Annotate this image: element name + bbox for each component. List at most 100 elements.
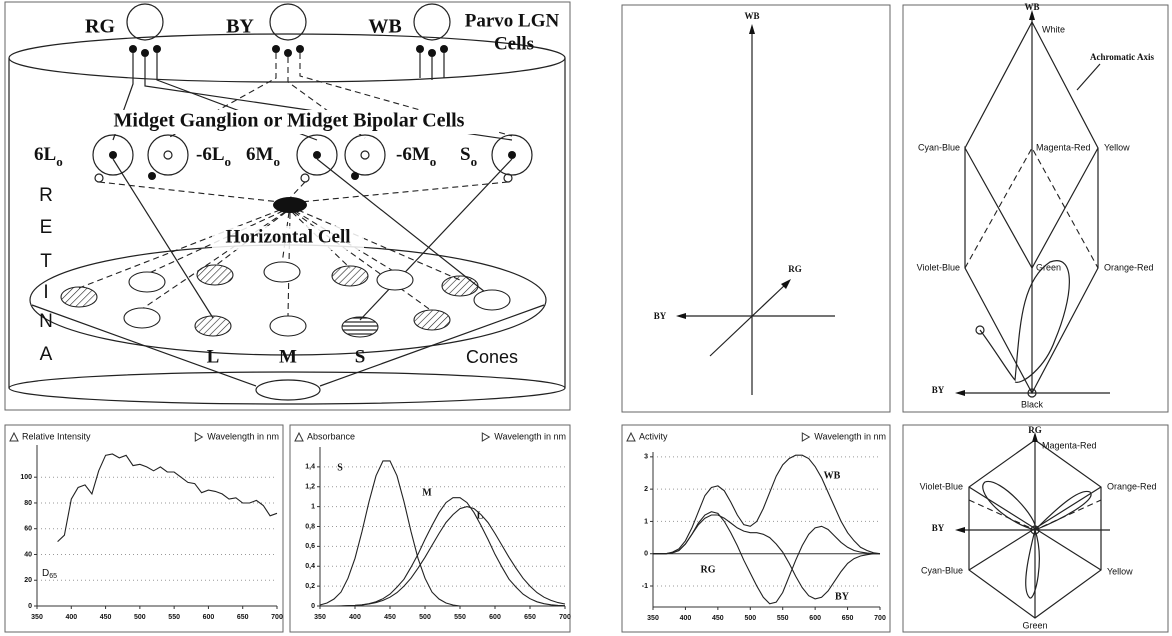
side-letter: I bbox=[43, 282, 48, 303]
axis-label: BY bbox=[654, 311, 667, 321]
shape-ellipse bbox=[474, 290, 510, 310]
vertex-label: Yellow bbox=[1104, 142, 1130, 152]
shape-g bbox=[61, 262, 510, 337]
x-tick-label: 450 bbox=[384, 614, 396, 621]
cell-label-main: 6M bbox=[246, 144, 274, 165]
x-tick-label: 500 bbox=[744, 615, 756, 622]
retina-labels: RG BY WB Parvo LGN Cells Midget Ganglion… bbox=[34, 10, 560, 367]
color-space-axes: WB RG BY bbox=[654, 11, 835, 395]
y-axis-title: Activity bbox=[639, 431, 668, 441]
shape-circle bbox=[164, 151, 172, 159]
y-tick-label: 1,2 bbox=[305, 484, 315, 491]
shape-g bbox=[129, 45, 448, 57]
shape-circle bbox=[361, 151, 369, 159]
x-tick-label: 500 bbox=[419, 614, 431, 621]
series-label: L bbox=[477, 510, 484, 521]
shape-circle bbox=[109, 151, 117, 159]
shape-circle bbox=[129, 45, 137, 53]
shape-ellipse bbox=[414, 310, 450, 330]
x-tick-label: 400 bbox=[680, 615, 692, 622]
header-icon bbox=[10, 433, 18, 441]
axis-label: WB bbox=[744, 11, 759, 21]
shape-circle bbox=[301, 174, 309, 182]
x-axis-title: Wavelength in nm bbox=[494, 431, 566, 441]
x-tick-label: 600 bbox=[203, 614, 215, 621]
series-label: WB bbox=[824, 470, 841, 481]
midget-title: Midget Ganglion or Midget Bipolar Cells bbox=[114, 110, 465, 132]
vertex-label: Cyan-Blue bbox=[921, 565, 963, 575]
shape-ellipse bbox=[332, 266, 368, 286]
y-tick-label: 1,4 bbox=[305, 464, 315, 471]
panel-frame bbox=[622, 5, 890, 412]
x-tick-label: 350 bbox=[647, 615, 659, 622]
shape-ellipse bbox=[342, 317, 378, 337]
vertex-label: Violet-Blue bbox=[917, 262, 960, 272]
cone-label: L bbox=[207, 346, 220, 367]
shape-path bbox=[983, 481, 1091, 598]
shape-ellipse bbox=[9, 372, 565, 404]
y-tick-label: 3 bbox=[644, 454, 648, 461]
lgn-label: WB bbox=[368, 16, 401, 38]
cell-label-main: -6M bbox=[396, 144, 430, 165]
series-line bbox=[653, 512, 880, 604]
x-tick-label: 550 bbox=[454, 614, 466, 621]
x-tick-label: 650 bbox=[842, 615, 854, 622]
lgn-label: RG bbox=[85, 16, 115, 38]
lgn-title: Cells bbox=[494, 33, 534, 54]
color-solid: WB White Achromatic Axis Cyan-Blue Magen… bbox=[917, 2, 1155, 409]
shape-ellipse bbox=[9, 34, 565, 82]
vertex-label: Yellow bbox=[1107, 566, 1133, 576]
axis-label: RG bbox=[1028, 425, 1042, 435]
cell-label-main: S bbox=[460, 144, 471, 165]
y-tick-label: 0,4 bbox=[305, 563, 315, 570]
cell-label: So bbox=[460, 144, 477, 169]
shape-polygon bbox=[955, 527, 965, 533]
vertex-label: Violet-Blue bbox=[920, 481, 963, 491]
cone-label: S bbox=[355, 346, 366, 367]
cell-label: 6Mo bbox=[246, 144, 280, 169]
shape-circle bbox=[416, 45, 424, 53]
shape-circle bbox=[345, 135, 385, 175]
cell-label: -6Lo bbox=[196, 144, 231, 169]
shape-circle bbox=[127, 4, 163, 40]
x-tick-label: 600 bbox=[809, 615, 821, 622]
vertex-label: Black bbox=[1021, 399, 1044, 409]
y-tick-label: 1 bbox=[311, 503, 315, 510]
vertex-label: Magenta-Red bbox=[1036, 142, 1091, 152]
vertex-label: White bbox=[1042, 24, 1065, 34]
x-tick-label: 650 bbox=[524, 614, 536, 621]
shape-circle bbox=[153, 45, 161, 53]
y-tick-label: 40 bbox=[24, 551, 32, 558]
shape-ellipse bbox=[264, 262, 300, 282]
vertex-label: Orange-Red bbox=[1104, 262, 1154, 272]
series-label: BY bbox=[835, 591, 850, 602]
series-line bbox=[320, 507, 565, 606]
panel-frame bbox=[903, 5, 1168, 412]
horizontal-cell-label: Horizontal Cell bbox=[225, 226, 350, 247]
retina-diagram bbox=[9, 4, 565, 404]
cell-label-sub: o bbox=[56, 154, 63, 169]
y-tick-label: 0,6 bbox=[305, 543, 315, 550]
y-axis-title: Relative Intensity bbox=[22, 431, 91, 441]
axis-label: RG bbox=[788, 264, 802, 274]
shape-circle bbox=[148, 135, 188, 175]
side-letter: E bbox=[40, 217, 53, 238]
y-tick-label: 100 bbox=[20, 474, 32, 481]
header-icon bbox=[295, 433, 303, 441]
y-tick-label: 60 bbox=[24, 526, 32, 533]
cones-title: Cones bbox=[466, 347, 518, 367]
shape-polygon bbox=[676, 313, 686, 319]
shape-ellipse bbox=[256, 380, 320, 400]
side-letter: N bbox=[39, 311, 53, 332]
shape-line bbox=[710, 284, 786, 356]
shape-ellipse bbox=[124, 308, 160, 328]
annotation: D65 bbox=[42, 568, 57, 581]
shape-circle bbox=[440, 45, 448, 53]
x-axis-title: Wavelength in nm bbox=[814, 431, 886, 441]
panel-frame bbox=[622, 425, 890, 632]
side-letter: A bbox=[40, 344, 53, 365]
shape-ellipse bbox=[129, 272, 165, 292]
x-tick-label: 400 bbox=[349, 614, 361, 621]
shape-g: WB White Achromatic Axis Cyan-Blue Magen… bbox=[917, 2, 1155, 409]
y-tick-label: -1 bbox=[642, 583, 648, 590]
